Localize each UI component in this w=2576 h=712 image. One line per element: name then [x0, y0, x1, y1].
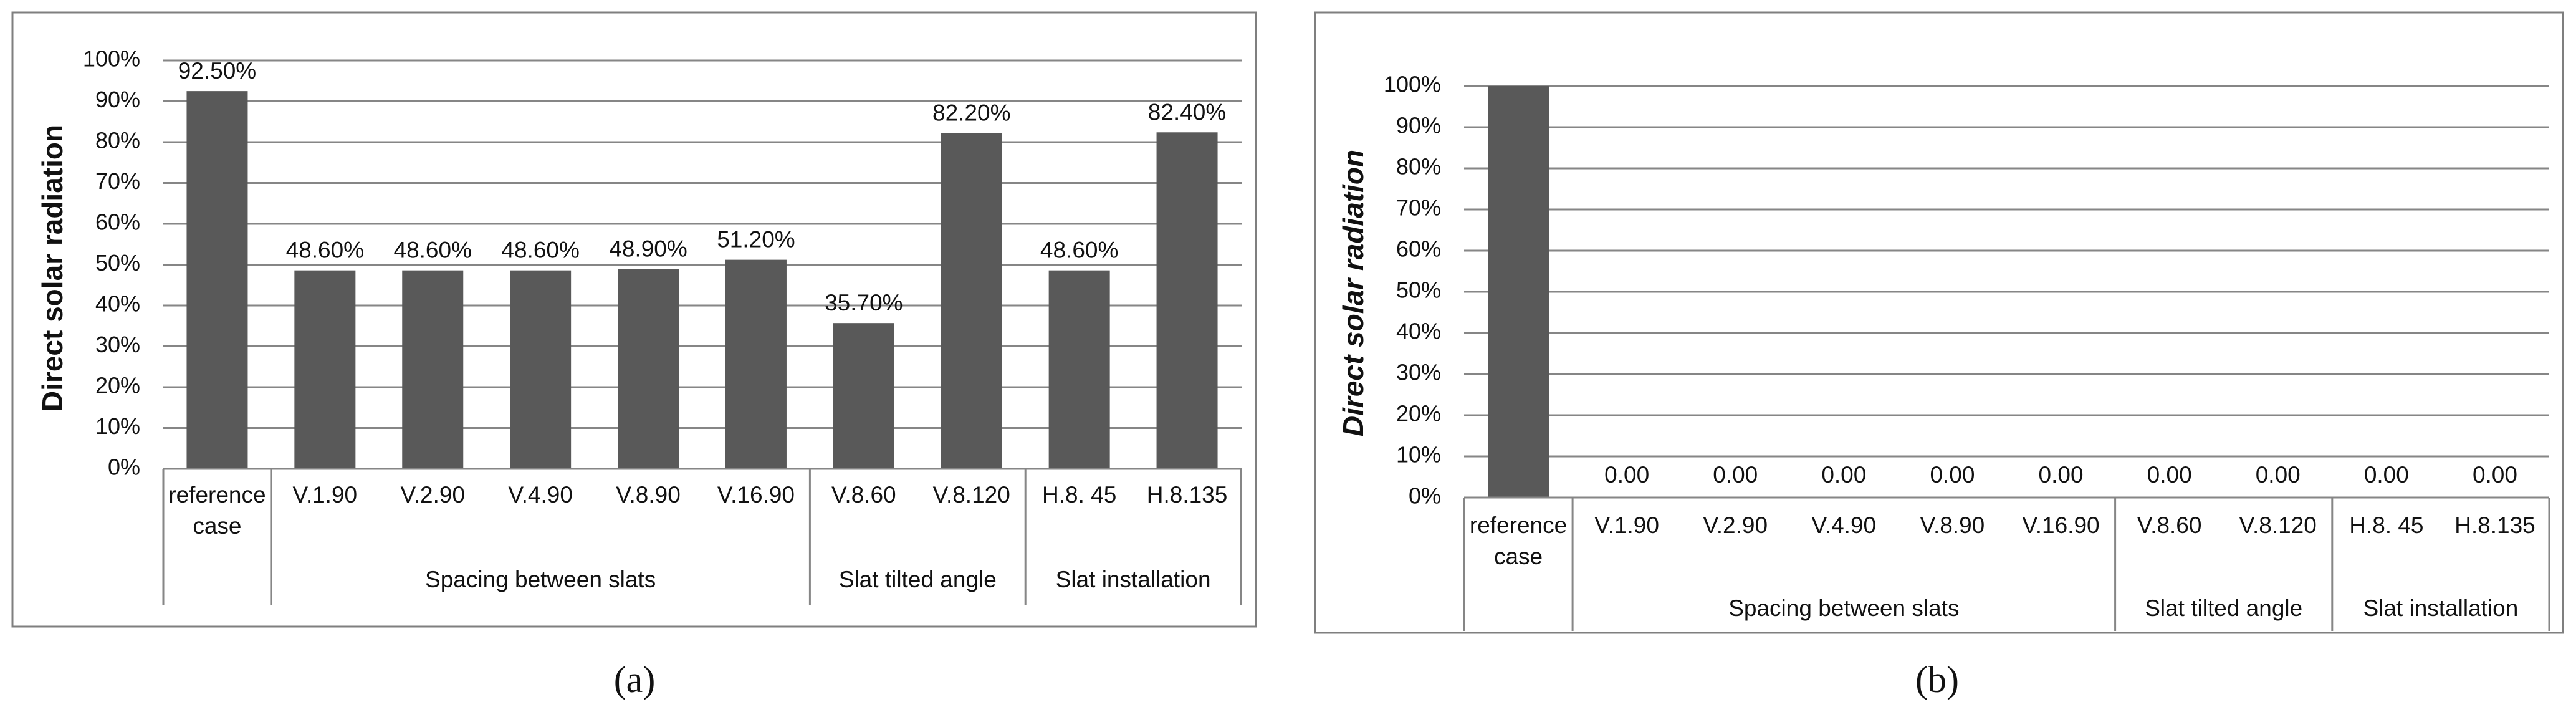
y-tick-label: 40%: [95, 291, 140, 317]
category-label: V.1.90: [293, 482, 358, 508]
bar: [1488, 86, 1549, 498]
category-label: reference case: [168, 482, 266, 539]
bar: [294, 270, 356, 469]
y-tick-label: 30%: [1396, 360, 1441, 385]
chart-b-y-axis-label: Direct solar radiation: [1337, 150, 1369, 436]
bar: [941, 133, 1002, 469]
bar: [510, 270, 572, 469]
y-tick-label: 10%: [1396, 442, 1441, 468]
chart-b-data-labels: 0.00 0.00 0.00 0.00 0.00 0.00 0.00 0.00 0.00: [1604, 462, 2517, 488]
category-label: H.8.135: [2454, 512, 2535, 538]
chart-panel-b: 0%10%20%30%40%50%60%70%80%90%100% 0.00 0.…: [1314, 11, 2564, 634]
data-label: 0.00: [1713, 462, 1758, 488]
data-label: 0.00: [2256, 462, 2301, 488]
chart-b-y-tick-labels: 0% 10% 20% 30% 40% 50% 60% 70% 80% 90% 100%: [1384, 72, 1441, 509]
y-tick-label: 20%: [95, 373, 140, 398]
panel-b-caption: (b): [1915, 659, 1959, 700]
y-tick-label: 90%: [95, 87, 140, 112]
y-tick-label: 50%: [95, 250, 140, 276]
data-label: 82.20%: [932, 100, 1011, 126]
category-label: V.1.90: [1594, 512, 1659, 538]
y-tick-label: 80%: [95, 128, 140, 153]
data-label: 48.60%: [1040, 238, 1119, 263]
y-tick-label: 80%: [1396, 154, 1441, 180]
category-label: reference case: [1470, 512, 1567, 569]
bar: [402, 270, 464, 469]
category-label: V.8.90: [616, 482, 681, 508]
group-label: Spacing between slats: [1728, 595, 1959, 621]
chart-panel-a: 0% 10% 20% 30% 40% 50% 60% 70% 80% 90% 100% 92.50%…: [11, 11, 1257, 628]
y-tick-label: 0%: [1409, 483, 1441, 509]
category-label: V.8.90: [1920, 512, 1985, 538]
y-tick-label: 100%: [1384, 72, 1441, 97]
category-label: V.16.90: [2022, 512, 2099, 538]
data-label: 48.60%: [286, 238, 365, 263]
y-tick-label: 70%: [1396, 195, 1441, 221]
bar: [618, 269, 679, 469]
data-label: 51.20%: [717, 227, 795, 253]
category-label: V.2.90: [400, 482, 465, 508]
y-tick-label: 10%: [95, 413, 140, 439]
group-label: Slat tilted angle: [839, 567, 997, 592]
y-tick-label: 40%: [1396, 319, 1441, 344]
chart-a-category-axis: reference case V.1.90 V.2.90 V.4.90 V.8.90 V.1…: [162, 468, 1242, 605]
category-label: V.2.90: [1703, 512, 1768, 538]
data-label: 82.40%: [1148, 99, 1227, 125]
category-label: V.16.90: [717, 482, 795, 508]
y-tick-label: 20%: [1396, 401, 1441, 426]
data-label: 48.60%: [394, 238, 472, 263]
category-label: V.4.90: [1812, 512, 1877, 538]
y-tick-label: 30%: [95, 332, 140, 357]
category-label: H.8.135: [1147, 482, 1228, 508]
bar: [833, 323, 894, 469]
data-label: 0.00: [2039, 462, 2084, 488]
category-label: V.8.60: [831, 482, 896, 508]
chart-a-data-labels: 92.50% 48.60% 48.60% 48.60% 48.90% 51.20% 35.7…: [178, 58, 1227, 315]
group-label: Spacing between slats: [425, 567, 656, 592]
data-label: 0.00: [2473, 462, 2517, 488]
y-tick-label: 100%: [83, 46, 140, 72]
data-label: 0.00: [2364, 462, 2409, 488]
data-label: 0.00: [1604, 462, 1649, 488]
y-tick-label: 70%: [95, 168, 140, 194]
category-label: V.8.60: [2137, 512, 2202, 538]
bar: [725, 259, 787, 469]
category-label: V.4.90: [508, 482, 573, 508]
category-label: H.8. 45: [2349, 512, 2423, 538]
chart-a-bars: [186, 91, 1218, 469]
panel-a-caption: (a): [614, 659, 656, 700]
y-tick-label: 60%: [95, 209, 140, 235]
y-tick-label: 90%: [1396, 113, 1441, 138]
y-tick-label: 60%: [1396, 236, 1441, 262]
bar: [186, 91, 248, 469]
data-label: 0.00: [2147, 462, 2192, 488]
bar: [1156, 132, 1218, 469]
bar: [1048, 270, 1110, 469]
data-label: 0.00: [1930, 462, 1975, 488]
data-label: 92.50%: [178, 58, 257, 84]
category-label: V.8.120: [933, 482, 1010, 508]
y-tick-label: 0%: [108, 455, 140, 480]
chart-b-category-axis: reference case V.1.90 V.2.90 V.4.90 V.8.90 V.1…: [1463, 496, 2550, 631]
category-label: H.8. 45: [1042, 482, 1116, 508]
data-label: 48.60%: [501, 238, 580, 263]
chart-b-gridlines: [1464, 85, 2549, 458]
data-label: 0.00: [1821, 462, 1866, 488]
chart-a-y-tick-labels: 0% 10% 20% 30% 40% 50% 60% 70% 80% 90% 100%: [83, 46, 140, 480]
chart-a-y-axis-label: Direct solar radiation: [36, 125, 69, 411]
data-label: 35.70%: [825, 290, 903, 315]
y-tick-label: 50%: [1396, 277, 1441, 303]
category-label: V.8.120: [2239, 512, 2317, 538]
group-label: Slat tilted angle: [2145, 595, 2302, 621]
group-label: Slat installation: [1056, 567, 1211, 592]
data-label: 48.90%: [609, 236, 687, 262]
group-label: Slat installation: [2363, 595, 2518, 621]
chart-b-bars: [1488, 86, 1549, 498]
